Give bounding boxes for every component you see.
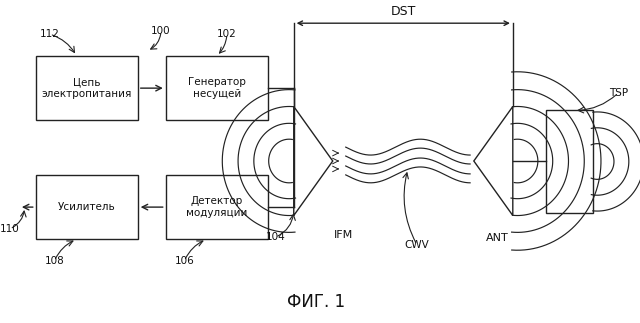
Text: Генератор
несущей: Генератор несущей — [188, 77, 246, 99]
Text: DST: DST — [390, 5, 416, 18]
Bar — [546, 110, 593, 213]
Text: 112: 112 — [40, 29, 60, 39]
Text: IFM: IFM — [334, 230, 353, 240]
Bar — [166, 175, 268, 239]
Text: CWV: CWV — [405, 240, 429, 250]
Text: Усилитель: Усилитель — [58, 202, 116, 212]
Text: 100: 100 — [151, 26, 171, 36]
Bar — [36, 56, 138, 120]
Text: 110: 110 — [0, 224, 20, 234]
Bar — [36, 175, 138, 239]
Text: 106: 106 — [174, 256, 194, 266]
Text: 104: 104 — [266, 232, 285, 242]
Text: 102: 102 — [217, 29, 237, 39]
Text: ANT: ANT — [486, 234, 508, 243]
Text: 108: 108 — [44, 256, 64, 266]
Text: Детектор
модуляции: Детектор модуляции — [186, 196, 248, 218]
Bar — [166, 56, 268, 120]
Text: TSP: TSP — [609, 88, 628, 98]
Text: ФИГ. 1: ФИГ. 1 — [287, 293, 345, 311]
Text: Цепь
электропитания: Цепь электропитания — [42, 77, 132, 99]
